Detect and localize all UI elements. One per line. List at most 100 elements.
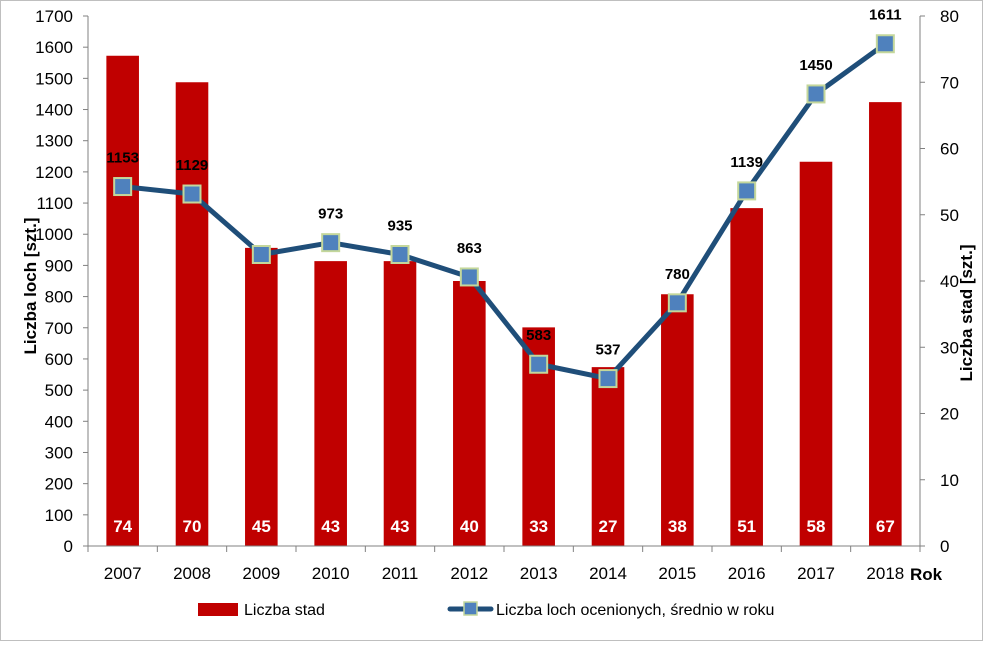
line-marker-2010 bbox=[321, 233, 341, 253]
line-marker-2015 bbox=[667, 293, 687, 313]
line-series bbox=[113, 34, 895, 389]
left-tick-label: 900 bbox=[45, 256, 73, 275]
line-marker-2017 bbox=[806, 84, 826, 104]
left-tick-label: 600 bbox=[45, 350, 73, 369]
x-tick-label: 2013 bbox=[520, 564, 558, 583]
left-tick-label: 1500 bbox=[35, 69, 73, 88]
x-tick-label: 2010 bbox=[312, 564, 350, 583]
legend-bar-swatch bbox=[198, 603, 238, 616]
line-marker-2012 bbox=[459, 267, 479, 287]
line-value-labels: 1153 1129 973 935 863 583 537 780 1139 1450 1611 bbox=[106, 7, 901, 359]
right-tick-label: 20 bbox=[940, 405, 959, 424]
x-tick-label: 2011 bbox=[382, 564, 419, 583]
legend-bar-label: Liczba stad bbox=[244, 602, 325, 619]
line-value-label: 1450 bbox=[799, 57, 832, 74]
bar-value-label: 27 bbox=[599, 517, 618, 536]
bar-value-label: 33 bbox=[529, 517, 548, 536]
line-value-label: 1139 bbox=[730, 154, 763, 171]
line-value-label: 1611 bbox=[869, 7, 902, 24]
bar-2014 bbox=[591, 367, 625, 546]
bar-series bbox=[106, 55, 902, 546]
left-tick-label: 700 bbox=[45, 319, 73, 338]
x-tick-label: 2009 bbox=[242, 564, 280, 583]
line-marker-2013 bbox=[529, 354, 549, 374]
x-tick-label: 2008 bbox=[173, 564, 211, 583]
bar-value-labels: 74 70 45 43 43 40 33 27 38 51 58 67 bbox=[113, 517, 895, 536]
bar-2017 bbox=[799, 161, 833, 546]
left-tick-label: 1200 bbox=[35, 163, 73, 182]
line-marker-2011 bbox=[390, 245, 410, 264]
left-tick-label: 1300 bbox=[35, 132, 73, 151]
x-tick-label: 2007 bbox=[104, 564, 142, 583]
line-value-label: 863 bbox=[457, 240, 482, 257]
line-value-label: 973 bbox=[318, 206, 343, 223]
legend-line-marker bbox=[463, 601, 478, 616]
x-tick-label: 2018 bbox=[866, 564, 904, 583]
legend: Liczba stad Liczba loch ocenionych, śred… bbox=[198, 601, 774, 619]
bar-2008 bbox=[175, 82, 209, 546]
x-tick-label: 2015 bbox=[658, 564, 696, 583]
line-value-label: 583 bbox=[526, 327, 551, 344]
right-axis-ticks: 0 10 20 30 40 50 60 70 80 bbox=[920, 7, 959, 556]
left-tick-label: 400 bbox=[45, 412, 73, 431]
legend-line-label: Liczba loch ocenionych, średnio w roku bbox=[496, 602, 774, 619]
line-value-label: 935 bbox=[387, 218, 412, 235]
bar-2016 bbox=[730, 208, 763, 546]
bar-value-label: 43 bbox=[391, 517, 410, 536]
y-axis-right-title: Liczba stad [szt.] bbox=[957, 245, 976, 382]
right-tick-label: 30 bbox=[940, 338, 959, 357]
bar-2009 bbox=[245, 247, 278, 546]
left-tick-label: 1600 bbox=[35, 38, 73, 57]
bar-value-label: 58 bbox=[807, 517, 826, 536]
line-path bbox=[122, 41, 887, 382]
x-tick-label: 2017 bbox=[797, 564, 835, 583]
bar-value-label: 70 bbox=[183, 517, 202, 536]
line-value-label: 537 bbox=[595, 342, 620, 359]
bar-2012 bbox=[453, 281, 486, 546]
line-marker-2016 bbox=[737, 181, 757, 201]
bar-2011 bbox=[383, 261, 417, 546]
x-tick-label: 2016 bbox=[728, 564, 766, 583]
bar-value-label: 43 bbox=[321, 517, 340, 536]
right-tick-label: 0 bbox=[940, 537, 949, 556]
line-marker-2009 bbox=[251, 245, 271, 264]
right-tick-label: 50 bbox=[940, 206, 959, 225]
left-tick-label: 1400 bbox=[35, 101, 73, 120]
left-tick-label: 800 bbox=[45, 288, 73, 307]
right-tick-label: 70 bbox=[940, 73, 959, 92]
line-value-label: 780 bbox=[665, 266, 690, 283]
right-tick-label: 60 bbox=[940, 140, 959, 159]
x-tick-label: 2014 bbox=[589, 564, 627, 583]
left-tick-label: 1100 bbox=[36, 194, 73, 213]
line-marker-2018 bbox=[875, 34, 895, 54]
line-value-label: 1153 bbox=[106, 150, 139, 167]
left-tick-label: 1700 bbox=[35, 7, 73, 26]
bar-value-label: 45 bbox=[252, 517, 271, 536]
x-axis-title: Rok bbox=[910, 565, 943, 584]
bar-value-label: 38 bbox=[668, 517, 687, 536]
bar-2007 bbox=[106, 55, 139, 546]
bar-value-label: 40 bbox=[460, 517, 479, 536]
left-tick-label: 200 bbox=[45, 475, 73, 494]
bar-value-label: 74 bbox=[113, 517, 132, 536]
y-axis-left-title: Liczba loch [szt.] bbox=[21, 218, 40, 355]
bar-2018 bbox=[869, 102, 902, 546]
x-tick-label: 2012 bbox=[450, 564, 488, 583]
bar-value-label: 67 bbox=[876, 517, 895, 536]
right-tick-label: 40 bbox=[940, 272, 959, 291]
line-marker-2008 bbox=[182, 184, 202, 204]
left-tick-label: 0 bbox=[64, 537, 73, 556]
left-axis-ticks: 0 100 200 300 400 500 600 700 800 900 1000 1100 1200… bbox=[35, 7, 88, 556]
left-tick-label: 1000 bbox=[35, 225, 73, 244]
right-tick-label: 80 bbox=[940, 7, 959, 26]
line-marker-2014 bbox=[598, 369, 618, 389]
left-tick-label: 300 bbox=[45, 443, 73, 462]
bar-2010 bbox=[314, 261, 347, 546]
bar-2015 bbox=[661, 294, 694, 546]
x-axis-ticks: 2007 2008 2009 2010 2011 2012 2013 2014 2015 2016… bbox=[87, 546, 921, 583]
line-value-label: 1129 bbox=[176, 157, 209, 174]
right-tick-label: 10 bbox=[940, 471, 959, 490]
